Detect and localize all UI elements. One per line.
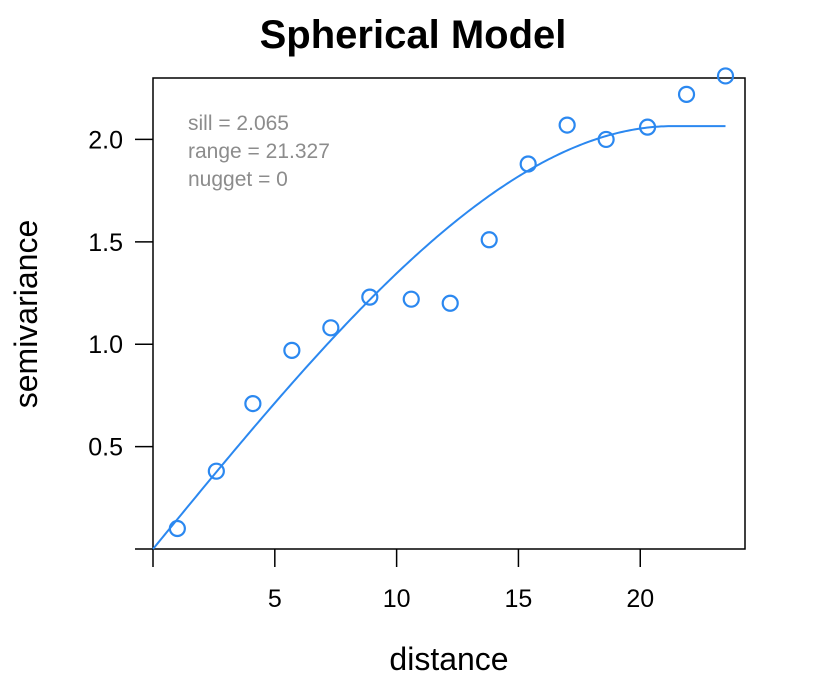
y-tick-label: 1.5	[88, 229, 123, 257]
x-tick-label: 20	[626, 585, 654, 613]
y-tick-label: 0.5	[88, 434, 123, 462]
y-axis-label: semivariance	[8, 220, 44, 409]
annotation-sill: sill = 2.065	[188, 112, 289, 135]
data-point	[638, 118, 657, 136]
y-axis: 0.5 1.0 1.5 2.0	[88, 126, 153, 550]
data-point	[402, 290, 420, 308]
data-point	[441, 294, 459, 312]
chart-title: Spherical Model	[260, 13, 567, 57]
data-point	[558, 116, 576, 134]
data-point	[244, 395, 262, 413]
plot-area	[152, 77, 746, 550]
data-point	[716, 67, 735, 85]
x-axis: 5 10 15 20	[152, 549, 654, 613]
y-tick-label: 2.0	[88, 126, 123, 154]
data-point	[677, 85, 696, 103]
spherical-model-curve	[152, 125, 726, 550]
data-point	[597, 130, 615, 149]
x-tick-label: 10	[383, 585, 411, 613]
data-point	[480, 231, 498, 249]
annotation-range: range = 21.327	[188, 140, 330, 163]
x-tick-label: 5	[268, 585, 282, 613]
data-point	[283, 341, 301, 359]
x-axis-label: distance	[389, 641, 508, 677]
y-tick-label: 1.0	[88, 331, 123, 359]
data-points	[168, 67, 735, 538]
data-point	[361, 288, 379, 306]
data-point	[207, 462, 225, 480]
data-point	[322, 319, 340, 337]
data-point	[168, 519, 186, 538]
x-tick-label: 15	[505, 585, 533, 613]
data-point	[519, 155, 537, 173]
annotation-nugget: nugget = 0	[188, 168, 288, 191]
plot-frame	[152, 77, 746, 550]
